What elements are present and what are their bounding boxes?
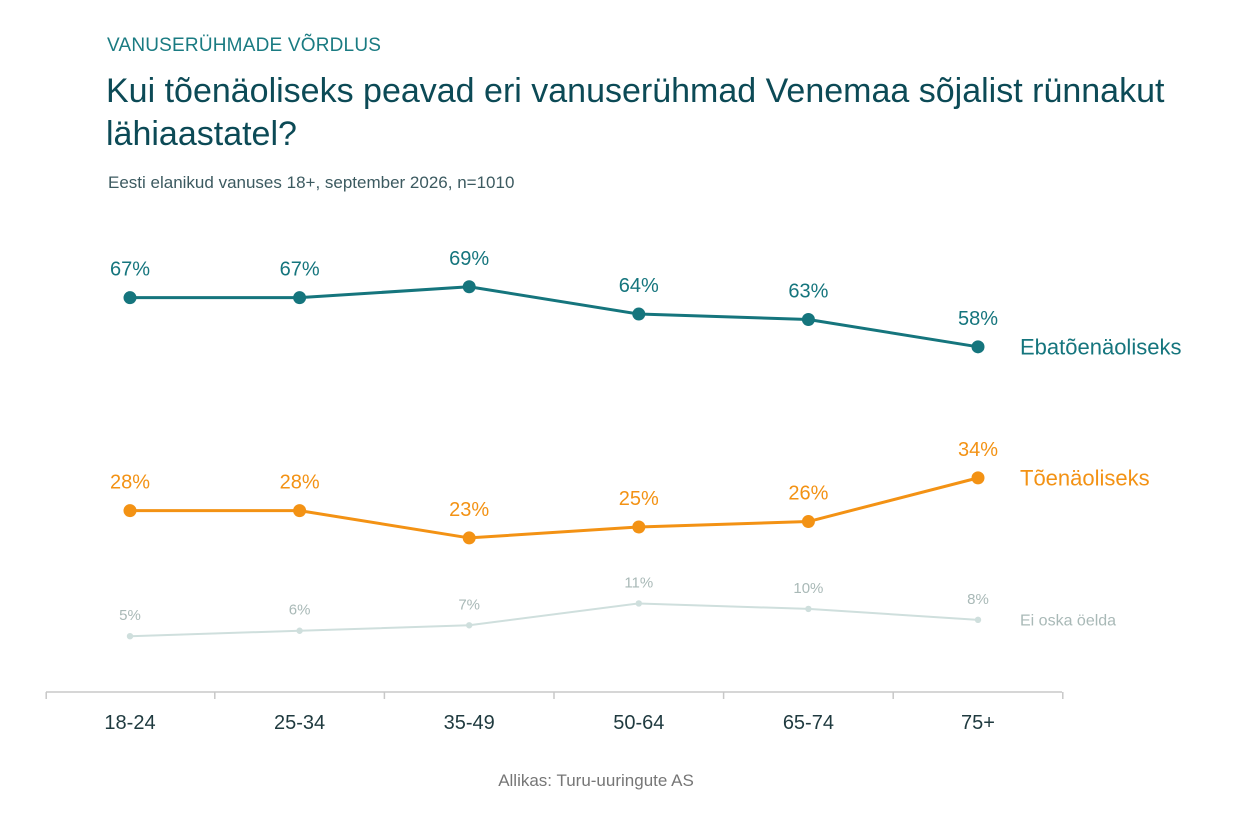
data-point — [971, 340, 985, 354]
series-1: 67% 67% 69% 64% 63% 58% Ebatõenäoliseks — [110, 248, 1181, 360]
data-label: 25% — [619, 488, 659, 510]
data-point — [635, 600, 642, 607]
data-label: 67% — [280, 259, 320, 281]
series-2: 28% 28% 23% 25% 26% 34% Tõenäoliseks — [110, 439, 1150, 545]
chart-kicker: VANUSERÜHMADE VÕRDLUS — [107, 35, 382, 56]
data-point — [462, 531, 476, 545]
data-label: 34% — [958, 439, 998, 461]
series-name-label: Tõenäoliseks — [1020, 466, 1150, 491]
series-name-label: Ebatõenäoliseks — [1020, 335, 1181, 360]
data-point — [632, 307, 646, 321]
data-point — [466, 622, 473, 629]
chart-subtitle: Eesti elanikud vanuses 18+, september 20… — [108, 173, 515, 192]
data-point — [296, 627, 303, 634]
data-point — [462, 280, 476, 294]
chart-title: Kui tõenäoliseks peavad eri vanuserühmad… — [106, 72, 1165, 153]
x-tick-label: 50-64 — [613, 712, 664, 734]
data-label: 7% — [458, 596, 480, 613]
x-tick-label: 18-24 — [104, 712, 155, 734]
series-line — [129, 602, 979, 638]
data-point — [801, 313, 815, 327]
data-point — [126, 633, 134, 640]
x-tick-label: 25-34 — [274, 712, 325, 734]
data-point — [293, 504, 307, 518]
series-name-label: Ei oska öelda — [1020, 612, 1116, 629]
data-label: 67% — [110, 259, 150, 281]
data-point — [805, 605, 812, 613]
data-label: 58% — [958, 308, 998, 330]
data-point — [123, 504, 137, 518]
data-label: 64% — [619, 275, 659, 297]
data-point — [801, 515, 815, 529]
data-label: 69% — [449, 248, 489, 270]
data-point — [123, 291, 137, 305]
data-label: 10% — [793, 580, 823, 597]
source-note: Allikas: Turu-uuringute AS — [498, 771, 694, 790]
series-line — [128, 476, 980, 540]
data-label: 6% — [289, 602, 311, 619]
data-point — [632, 520, 646, 534]
data-label: 5% — [119, 607, 141, 624]
x-tick-label: 65-74 — [783, 712, 834, 734]
series-3: 5% 6% 7% 11% 10% 8% Ei oska öelda — [119, 574, 1116, 640]
data-label: 63% — [788, 281, 828, 303]
data-label: 8% — [967, 591, 989, 608]
data-point — [974, 616, 982, 624]
data-label: 11% — [624, 574, 653, 591]
data-point — [971, 471, 985, 485]
series-line — [128, 285, 980, 349]
data-label: 23% — [449, 499, 489, 521]
data-label: 28% — [110, 472, 150, 494]
x-tick-label: 35-49 — [444, 712, 495, 734]
data-label: 28% — [280, 472, 320, 494]
x-tick-label: 75+ — [961, 712, 995, 734]
data-label: 26% — [788, 483, 828, 505]
data-point — [293, 291, 307, 305]
